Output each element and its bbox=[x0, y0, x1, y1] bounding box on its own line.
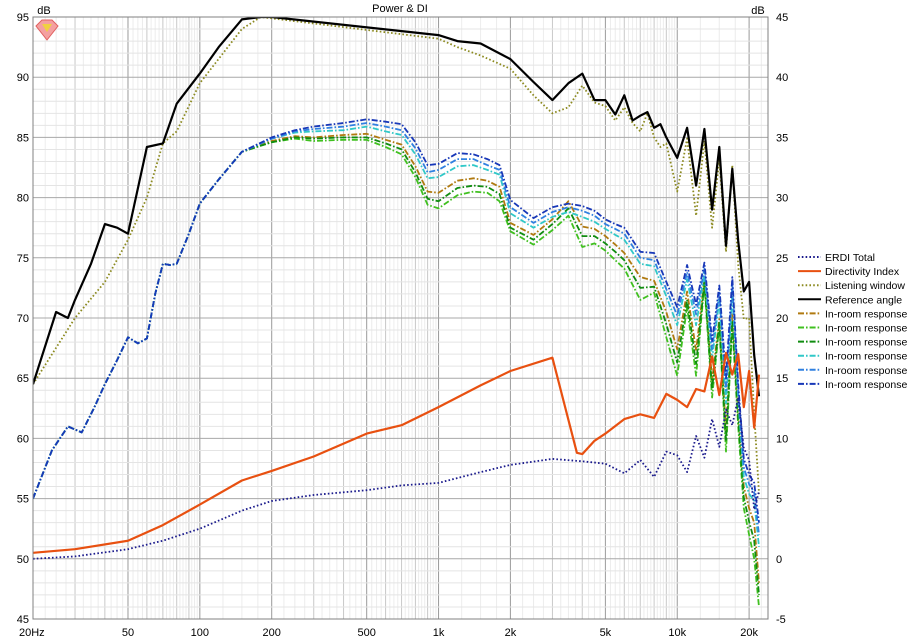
y-left-tick-label: 90 bbox=[17, 72, 29, 84]
right-axis-unit: dB bbox=[751, 5, 764, 17]
y-left-tick-label: 60 bbox=[17, 433, 29, 445]
diamond-logo-icon bbox=[35, 19, 59, 41]
x-tick-label: 100 bbox=[191, 627, 209, 639]
series-line-directivity-index bbox=[33, 351, 761, 554]
x-tick-label: 20k bbox=[740, 627, 758, 639]
y-left-tick-label: 80 bbox=[17, 193, 29, 205]
legend-label: ERDI Total bbox=[825, 252, 875, 264]
legend-label: In-room response bbox=[825, 323, 907, 335]
legend-label: In-room response bbox=[825, 365, 907, 377]
x-tick-label: 2k bbox=[505, 627, 517, 639]
y-right-tick-label: -5 bbox=[776, 614, 786, 626]
series-line-in-room-response bbox=[33, 118, 760, 523]
series-line-in-room-response bbox=[33, 122, 760, 535]
x-tick-label: 50 bbox=[122, 627, 134, 639]
y-left-tick-label: 65 bbox=[17, 373, 29, 385]
chart-grid bbox=[32, 16, 768, 620]
series-line-reference-angle bbox=[33, 17, 761, 397]
x-tick-label: 10k bbox=[668, 627, 686, 639]
series-line-in-room-response bbox=[33, 136, 760, 595]
y-right-tick-label: 10 bbox=[776, 433, 788, 445]
chart-axes: 9590858075706560555045454035302520151050… bbox=[17, 12, 789, 639]
y-right-tick-label: 30 bbox=[776, 193, 788, 205]
chart-legend: ERDI Total Directivity Index Listening win… bbox=[798, 252, 907, 391]
y-left-tick-label: 50 bbox=[17, 554, 29, 566]
y-right-tick-label: 20 bbox=[776, 313, 788, 325]
left-axis-unit: dB bbox=[37, 5, 50, 17]
legend-label: Reference angle bbox=[825, 294, 902, 306]
series-line-in-room-response bbox=[33, 125, 760, 547]
y-right-tick-label: 25 bbox=[776, 253, 788, 265]
y-left-tick-label: 95 bbox=[17, 12, 29, 24]
chart-series bbox=[33, 17, 761, 608]
x-tick-label: 200 bbox=[263, 627, 281, 639]
legend-label: Directivity Index bbox=[825, 266, 900, 278]
y-right-tick-label: 40 bbox=[776, 72, 788, 84]
x-tick-label: 20Hz bbox=[19, 627, 45, 639]
y-right-tick-label: 15 bbox=[776, 373, 788, 385]
legend-label: In-room response bbox=[825, 308, 907, 320]
legend-label: In-room response bbox=[825, 379, 907, 391]
y-right-tick-label: 5 bbox=[776, 494, 782, 506]
x-tick-label: 1k bbox=[433, 627, 445, 639]
y-left-tick-label: 75 bbox=[17, 253, 29, 265]
legend-label: In-room response bbox=[825, 351, 907, 363]
y-left-tick-label: 85 bbox=[17, 132, 29, 144]
legend-label: Listening window bbox=[825, 280, 905, 292]
legend-label: In-room response bbox=[825, 337, 907, 349]
x-tick-label: 5k bbox=[600, 627, 612, 639]
chart-title: Power & DI bbox=[372, 3, 428, 15]
plot-frame bbox=[32, 16, 769, 620]
y-right-tick-label: 45 bbox=[776, 12, 788, 24]
y-left-tick-label: 45 bbox=[17, 614, 29, 626]
series-line-in-room-response bbox=[33, 132, 760, 583]
y-left-tick-label: 55 bbox=[17, 494, 29, 506]
y-right-tick-label: 0 bbox=[776, 554, 782, 566]
y-left-tick-label: 70 bbox=[17, 313, 29, 325]
y-right-tick-label: 35 bbox=[776, 132, 788, 144]
series-line-erdi-total bbox=[33, 396, 760, 560]
x-tick-label: 500 bbox=[358, 627, 376, 639]
